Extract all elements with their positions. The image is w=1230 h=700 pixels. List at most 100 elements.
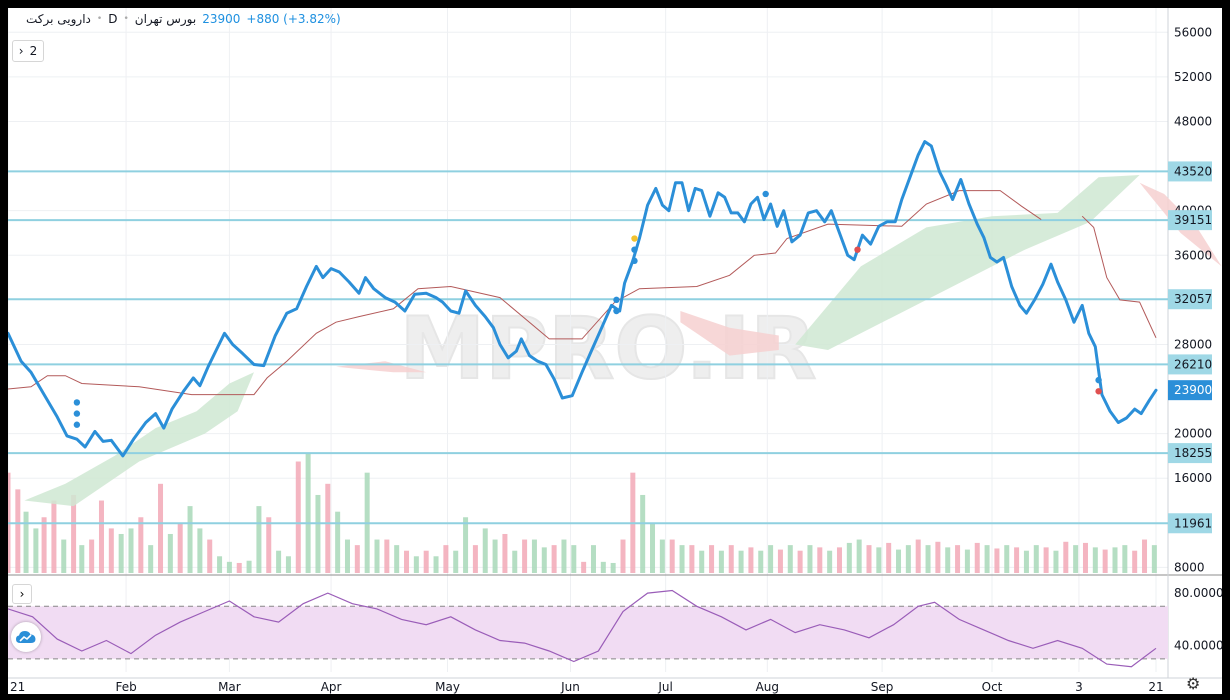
volume-bar [404,550,410,573]
baseline-series [8,190,1042,396]
cloud-region [795,175,1140,350]
volume-bar [827,550,833,573]
signal-dot [1095,388,1102,395]
volume-bar [256,506,262,573]
volume-bar [315,494,321,573]
volume-bar [295,461,301,573]
volume-bar [98,500,104,573]
signal-dot [631,246,638,253]
price-line[interactable] [8,140,1158,458]
volume-bar [207,539,213,573]
signal-dot [631,257,638,265]
rsi-legend-toggle-button[interactable]: › [12,584,32,604]
volume-bar [354,545,360,573]
volume-bar [177,522,183,573]
volume-bar [718,550,724,573]
horizontal-levels[interactable] [8,170,1168,525]
price-tick-label: 48000 [1174,114,1212,128]
time-tick-label: Jun [560,680,580,694]
volume-bar [1014,547,1020,573]
volume-bar [1112,547,1118,573]
volume-bar [502,533,508,573]
volume-bar [15,489,21,573]
volume-bar [413,556,419,573]
symbol-legend: دارویی برکت • D • بورس تهران 23900 +880 … [26,12,341,26]
volume-bar [138,517,144,573]
volume-bar [738,550,744,573]
indicators-toggle-button[interactable]: › 2 [12,40,44,62]
chart-frame: MPRO.IR 56000520004800040000360002800020… [8,8,1222,694]
chart-canvas[interactable]: MPRO.IR 56000520004800040000360002800020… [8,8,1222,694]
volume-bar [935,541,941,573]
volume-bar [856,539,862,573]
volume-bar [620,539,626,573]
volume-bar [522,539,528,573]
baseline-line [8,190,1157,396]
rsi-pane [8,589,1168,668]
cloud-region [336,361,427,373]
signal-dot [73,399,81,406]
volume-bar [1132,550,1138,573]
separator-dot: • [123,14,129,24]
volume-bar [246,560,252,573]
volume-bar [758,550,764,573]
volume-bar [600,561,606,573]
volume-bar [876,547,882,573]
volume-bar [51,500,57,573]
price-tick-label: 36000 [1174,248,1212,262]
volume-bar [994,548,1000,573]
volume-bar [886,542,892,573]
price-tick-label: 16000 [1174,471,1212,485]
interval-label[interactable]: D [108,12,118,26]
volume-bar [236,562,242,573]
price-tick-label: 20000 [1174,427,1212,441]
volume-bar [384,539,390,573]
volume-bar [581,561,587,573]
volume-bar [817,547,823,573]
volume-bar [344,539,350,573]
volume-bar [482,528,488,573]
volume-bar [285,556,291,573]
volume-bar [541,547,547,573]
volume-bar [787,545,793,573]
volume-bar [728,545,734,573]
volume-bar [1063,541,1069,573]
volume-bar [551,545,557,573]
volume-bar [266,517,272,573]
time-axis[interactable]: 21 Feb Mar Apr May Jun Jul Aug Sep Oct 3 21 [10,680,1164,694]
volume-bar [1082,542,1088,573]
volume-bar [709,545,715,573]
rsi-band [8,606,1168,659]
chevron-right-icon: › [18,44,24,58]
volume-bar [1151,545,1157,573]
signal-dot [1095,376,1102,384]
cloud-logo-icon[interactable] [11,622,41,652]
volume-bar [148,545,154,573]
volume-bar [453,550,459,573]
volume-bar [650,522,656,573]
volume-bar [167,533,173,573]
signal-dot [613,296,620,304]
volume-bar [1004,545,1010,573]
volume-bar [964,549,970,573]
volume-bar [669,539,675,573]
price-axis[interactable]: 5600052000480004000036000280002000016000… [1168,25,1222,653]
volume-bar [561,539,567,573]
symbol-name[interactable]: دارویی برکت [26,12,91,26]
volume-bar [866,545,872,573]
volume-bar [846,542,852,573]
volume-bar [689,545,695,573]
volume-bar [1023,550,1029,573]
volume-bar [276,550,282,573]
level-badge [1168,354,1212,375]
volume-bar [925,545,931,573]
rsi-tick-label: 80.0000 [1174,586,1222,600]
time-tick-label: Aug [756,680,779,694]
volume-bar [158,483,164,573]
volume-bar [699,550,705,573]
volume-bar [1053,550,1059,573]
time-tick-label: Jul [657,680,672,694]
volume-bar [423,550,429,573]
volume-bar [394,545,400,573]
gear-icon[interactable]: ⚙ [1186,674,1201,693]
